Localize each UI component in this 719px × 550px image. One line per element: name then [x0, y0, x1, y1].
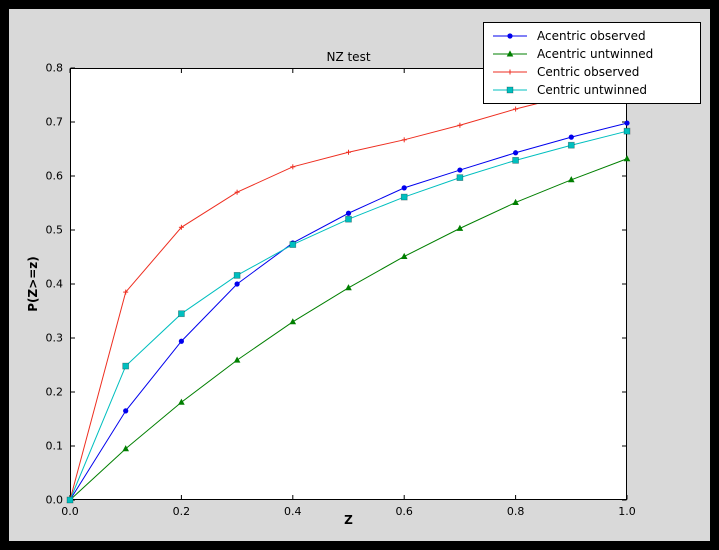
triangle-marker [456, 224, 464, 231]
series-line-3 [69, 130, 628, 501]
triangle-marker [506, 50, 514, 57]
triangle-marker [233, 356, 241, 363]
triangle-marker [178, 398, 185, 405]
y-tick-label: 0.3 [46, 332, 64, 345]
legend-item: Acentric untwinned [490, 45, 694, 63]
square-marker [345, 215, 352, 223]
square-marker [623, 127, 631, 135]
legend-item: Acentric observed [490, 27, 694, 45]
series-line-2 [69, 80, 628, 501]
circle-marker [457, 167, 463, 173]
square-marker [506, 86, 514, 94]
y-tick-label: 0.6 [46, 170, 64, 183]
x-tick-label: 0.6 [395, 505, 413, 518]
plot-canvas: 0.0 0.2 0.4 0.6 0.8 1.0 0.0 0.1 0.2 0.3 0.4 0.5 0.6 0… [46, 62, 636, 519]
x-tick-label: 0.0 [61, 505, 79, 518]
legend-sample-acentric-untwinned [493, 50, 527, 57]
x-tick-label: 0.4 [284, 505, 302, 518]
y-tick-label: 0.5 [46, 224, 64, 237]
square-marker [178, 310, 185, 318]
legend-item: Centric observed [490, 63, 694, 81]
axes-frame [70, 68, 627, 500]
x-tick-label: 1.0 [618, 505, 636, 518]
legend-sample-acentric-observed [493, 33, 527, 39]
triangle-marker [345, 284, 352, 291]
square-marker [289, 241, 297, 248]
circle-marker [345, 210, 352, 216]
x-axis-label: Z [344, 513, 353, 527]
triangle-marker [623, 155, 631, 162]
square-marker [512, 156, 519, 164]
square-marker [122, 362, 130, 370]
x-tick-label: 0.8 [507, 505, 524, 518]
triangle-marker [122, 445, 129, 452]
triangle-marker [289, 318, 297, 325]
figure-background: NZ test P(Z>=z) Z 0.0 0.2 0.4 0.6 0.8 1.0 0.0 0… [9, 9, 710, 541]
legend-sample-centric-untwinned [493, 86, 527, 94]
circle-marker [123, 408, 129, 414]
triangle-marker [400, 252, 408, 259]
x-tick-label: 0.2 [173, 505, 191, 518]
y-tick-label: 0.7 [46, 116, 64, 129]
circle-marker [178, 338, 184, 344]
circle-marker [401, 185, 407, 191]
legend-sample-centric-observed [493, 69, 527, 75]
circle-marker [624, 120, 630, 126]
legend-label: Acentric observed [537, 29, 646, 43]
square-marker [66, 496, 74, 504]
circle-marker [234, 281, 240, 287]
square-marker [233, 272, 241, 279]
triangle-marker [512, 198, 519, 205]
series-line-1 [69, 158, 628, 501]
legend-label: Centric observed [537, 65, 640, 79]
square-marker [567, 141, 575, 149]
y-tick-label: 0.1 [46, 440, 64, 453]
circle-marker [568, 134, 574, 140]
square-marker [400, 193, 408, 201]
y-tick-label: 0.2 [46, 386, 64, 399]
series-line-0 [69, 122, 628, 501]
square-marker [456, 174, 464, 181]
y-axis-label: P(Z>=z) [26, 256, 40, 312]
chart-title: NZ test [326, 50, 371, 64]
y-tick-label: 0.0 [46, 494, 64, 507]
y-tick-label: 0.4 [46, 278, 64, 291]
circle-marker [507, 33, 513, 39]
legend-label: Acentric untwinned [537, 47, 654, 61]
triangle-marker [568, 176, 575, 183]
legend: Acentric observed Acentric untwinned Cen… [483, 22, 701, 104]
legend-item: Centric untwinned [490, 81, 694, 99]
circle-marker [513, 150, 519, 156]
y-tick-label: 0.8 [46, 62, 64, 75]
legend-label: Centric untwinned [537, 83, 648, 97]
plot-area: 0.0 0.2 0.4 0.6 0.8 1.0 0.0 0.1 0.2 0.3 0.4 0.5 0.6 0… [46, 62, 636, 519]
